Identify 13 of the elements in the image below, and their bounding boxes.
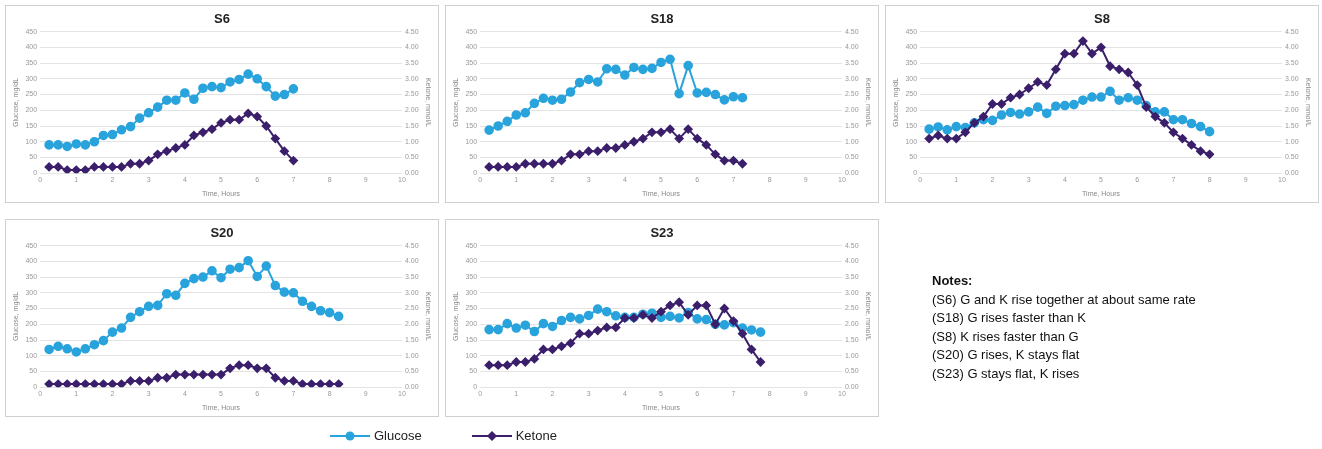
text: (S18) G rises faster than K (932, 309, 1087, 327)
text: (S8) K rises faster than G (932, 327, 1080, 346)
chart-title: S6 (214, 11, 230, 27)
text: (S23) G stays flat, K rises (932, 364, 1081, 383)
chart-title: S23 (650, 225, 674, 241)
text: (S6) G and K rise together at about same rate (932, 290, 1197, 309)
legend-label: Ketone (515, 428, 557, 443)
chart-title: S20 (210, 225, 234, 241)
text: (S20) G rises, K stays flat (932, 346, 1081, 364)
legend-label: Glucose (374, 428, 422, 443)
chart-title: S18 (650, 11, 674, 27)
text: Notes: (932, 272, 974, 290)
chart-title: S8 (1094, 11, 1110, 27)
